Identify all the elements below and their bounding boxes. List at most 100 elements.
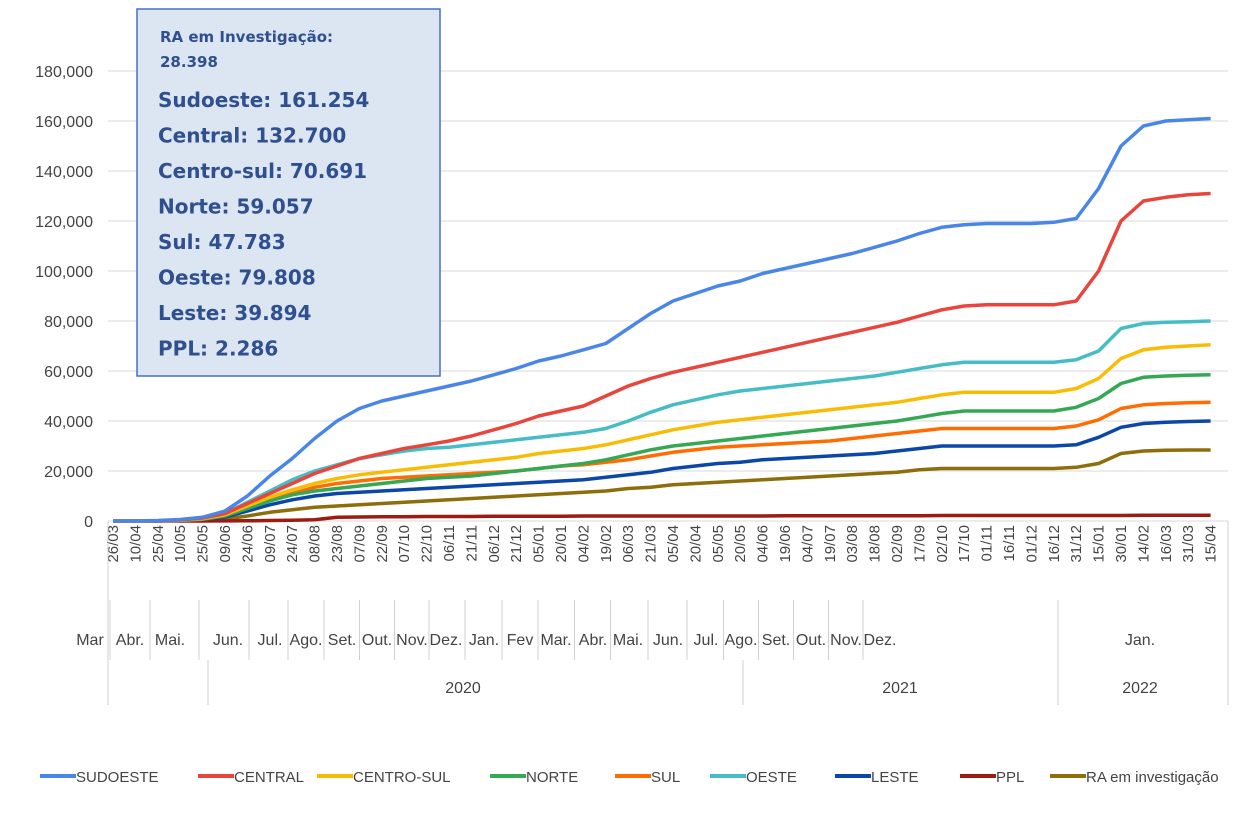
x-tick-label: 06/12 bbox=[486, 525, 503, 563]
x-tick-label: 01/12 bbox=[1023, 525, 1040, 563]
annotation-box: RA em Investigação: 28.398 Sudoeste: 161.2… bbox=[136, 8, 441, 377]
y-tick-label: 80,000 bbox=[44, 314, 93, 331]
x-tick-label: 15/01 bbox=[1091, 525, 1108, 563]
year-label: 2021 bbox=[882, 680, 918, 697]
month-label: Mar bbox=[76, 632, 104, 649]
x-tick-label: 01/11 bbox=[979, 525, 996, 561]
annotation-line: Centro-sul: 70.691 bbox=[158, 159, 367, 183]
legend-label: SUDOESTE bbox=[76, 769, 159, 786]
x-tick-label: 09/06 bbox=[217, 525, 234, 563]
x-tick-label: 08/08 bbox=[307, 525, 324, 563]
x-tick-label: 21/03 bbox=[643, 525, 660, 563]
series-line bbox=[113, 191, 1211, 523]
x-tick-label: 30/01 bbox=[1113, 525, 1130, 563]
annotation-line: Central: 132.700 bbox=[158, 124, 346, 148]
month-label: Abr. bbox=[579, 632, 607, 649]
x-tick-label: 04/06 bbox=[755, 525, 772, 563]
month-label: Set. bbox=[762, 632, 790, 649]
month-label: Jul. bbox=[258, 632, 283, 649]
y-tick-label: 60,000 bbox=[44, 364, 93, 381]
y-tick-label: 100,000 bbox=[35, 264, 93, 281]
series-line bbox=[113, 343, 1211, 523]
legend-label: CENTRAL bbox=[234, 769, 304, 786]
series-line bbox=[113, 513, 1211, 523]
month-label: Dez. bbox=[430, 632, 463, 649]
month-label: Jun. bbox=[653, 632, 683, 649]
annotation-heading: RA em Investigação: bbox=[160, 28, 333, 46]
x-tick-label: 06/03 bbox=[620, 525, 637, 563]
x-tick-label: 07/09 bbox=[351, 525, 368, 563]
x-tick-label: 17/09 bbox=[911, 525, 928, 563]
x-tick-label: 19/06 bbox=[777, 525, 794, 563]
x-tick-label: 02/09 bbox=[889, 525, 906, 563]
annotation-line: Sudoeste: 161.254 bbox=[158, 88, 369, 112]
x-tick-label: 02/10 bbox=[934, 525, 951, 563]
legend-label: RA em investigação bbox=[1086, 769, 1219, 786]
x-tick-label: 05/05 bbox=[710, 525, 727, 563]
x-tick-label: 21/11 bbox=[463, 525, 480, 561]
series-line bbox=[113, 373, 1211, 523]
series-line bbox=[113, 448, 1211, 523]
legend-label: CENTRO-SUL bbox=[353, 769, 451, 786]
month-label: Jul. bbox=[694, 632, 719, 649]
legend-label: LESTE bbox=[871, 769, 919, 786]
y-tick-label: 160,000 bbox=[35, 114, 93, 131]
x-tick-label: 23/08 bbox=[329, 525, 346, 563]
legend-label: SUL bbox=[651, 769, 680, 786]
x-tick-label: 10/05 bbox=[172, 525, 189, 563]
annotation-line: PPL: 2.286 bbox=[158, 337, 278, 361]
y-tick-label: 140,000 bbox=[35, 164, 93, 181]
y-tick-label: 0 bbox=[84, 514, 93, 531]
series-line bbox=[113, 419, 1211, 523]
series-line bbox=[113, 116, 1211, 523]
x-tick-label: 04/02 bbox=[575, 525, 592, 563]
annotation-background bbox=[136, 8, 441, 377]
x-tick-label: 22/09 bbox=[374, 525, 391, 563]
month-label: Set. bbox=[328, 632, 356, 649]
month-label: Mar. bbox=[540, 632, 571, 649]
x-tick-label: 17/10 bbox=[956, 525, 973, 563]
legend-label: NORTE bbox=[526, 769, 578, 786]
month-label: Nov. bbox=[396, 632, 428, 649]
x-tick-label: 04/07 bbox=[799, 525, 816, 563]
annotation-line: Sul: 47.783 bbox=[158, 230, 286, 254]
month-label: Mai. bbox=[613, 632, 643, 649]
month-label: Mai. bbox=[155, 632, 185, 649]
annotation-line: Norte: 59.057 bbox=[158, 195, 314, 219]
x-tick-label: 26/03 bbox=[105, 525, 122, 563]
x-tick-label: 24/06 bbox=[239, 525, 256, 563]
month-label: Ago. bbox=[725, 632, 758, 649]
x-tick-label: 09/07 bbox=[262, 525, 279, 563]
x-tick-label: 16/03 bbox=[1158, 525, 1175, 563]
month-label: Jan. bbox=[469, 632, 499, 649]
month-label: Nov. bbox=[830, 632, 862, 649]
x-tick-label: 15/04 bbox=[1203, 525, 1220, 563]
x-tick-label: 14/02 bbox=[1135, 525, 1152, 563]
x-tick-label: 19/02 bbox=[598, 525, 615, 563]
month-label: Fev bbox=[507, 632, 534, 649]
legend-label: OESTE bbox=[746, 769, 797, 786]
month-label: Jun. bbox=[213, 632, 243, 649]
x-tick-label: 06/11 bbox=[441, 525, 458, 561]
x-tick-label: 24/07 bbox=[284, 525, 301, 563]
x-tick-label: 20/04 bbox=[687, 525, 704, 563]
x-tick-label: 31/12 bbox=[1068, 525, 1085, 563]
annotation-heading: 28.398 bbox=[160, 53, 218, 71]
x-tick-label: 25/04 bbox=[150, 525, 167, 563]
annotation-line: Leste: 39.894 bbox=[158, 301, 311, 325]
year-label: 2020 bbox=[445, 680, 481, 697]
y-tick-label: 180,000 bbox=[35, 64, 93, 81]
x-tick-label: 25/05 bbox=[195, 525, 212, 563]
month-label: Out. bbox=[796, 632, 826, 649]
y-tick-label: 20,000 bbox=[44, 464, 93, 481]
month-label: Abr. bbox=[116, 632, 144, 649]
x-tick-label: 05/04 bbox=[665, 525, 682, 563]
x-tick-label: 20/01 bbox=[553, 525, 570, 563]
x-tick-label: 07/10 bbox=[396, 525, 413, 563]
x-tick-label: 19/07 bbox=[822, 525, 839, 563]
y-tick-label: 120,000 bbox=[35, 214, 93, 231]
series-line bbox=[113, 319, 1211, 523]
x-tick-label: 05/01 bbox=[531, 525, 548, 563]
